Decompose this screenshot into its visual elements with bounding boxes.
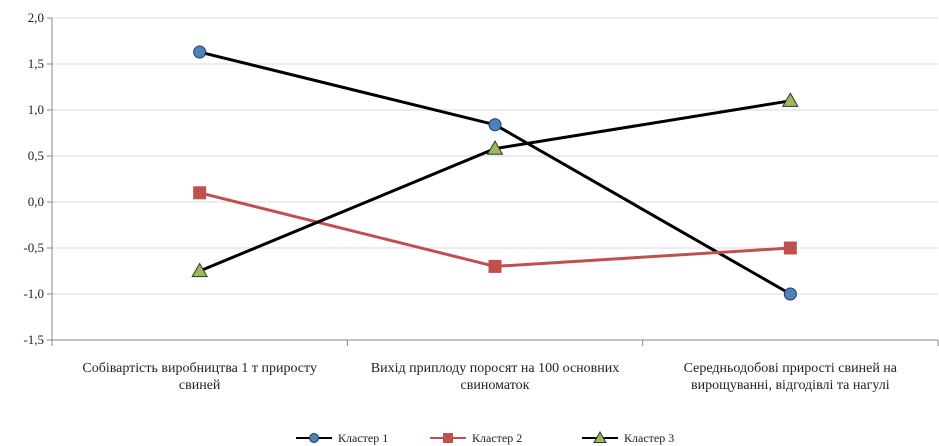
- data-point-square: [443, 433, 453, 443]
- x-axis: Собівартість виробництва 1 т приросту сви…: [51, 339, 939, 393]
- data-point-circle: [488, 118, 502, 132]
- y-axis: 2,0 1,5 1,0 0,5 0,0 -0,5 -1,0 -1,5: [23, 10, 53, 347]
- x-category-label: Вихід приплоду поросят на 100 основних св…: [371, 361, 620, 393]
- data-point-circle: [309, 433, 319, 443]
- legend-label: Кластер 1: [338, 431, 388, 445]
- y-tick-label: 1,5: [28, 56, 44, 71]
- x-category-label-line: Собівартість виробництва 1 т приросту: [82, 361, 317, 376]
- y-tick-label: 0,0: [28, 194, 44, 209]
- data-point-square: [783, 241, 797, 255]
- data-point-circle: [783, 287, 797, 301]
- x-category-label: Собівартість виробництва 1 т приросту сви…: [82, 361, 317, 393]
- y-tick-label: -0,5: [23, 240, 44, 255]
- y-tick-label: 2,0: [28, 10, 44, 25]
- x-category-label-line: Вихід приплоду поросят на 100 основних: [371, 361, 620, 376]
- legend: Кластер 1 Кластер 2 Кластер 3: [296, 430, 674, 445]
- x-category-label-line: вирощуванні, відгодівлі та нагулі: [691, 378, 890, 393]
- series-line-1: [199, 50, 792, 296]
- data-point-triangle: [191, 262, 209, 278]
- legend-label: Кластер 2: [472, 431, 522, 445]
- grid-lines: [52, 17, 938, 341]
- y-tick-label: -1,0: [23, 286, 44, 301]
- data-point-triangle: [486, 140, 504, 155]
- data-point-circle: [193, 45, 207, 59]
- x-category-label-line: свиноматок: [461, 378, 530, 393]
- data-point-square: [193, 186, 207, 200]
- y-tick-label: 1,0: [28, 102, 44, 117]
- x-category-label-line: свиней: [179, 378, 221, 393]
- series-group: [191, 45, 799, 301]
- legend-label: Кластер 3: [624, 431, 674, 445]
- data-point-triangle: [781, 92, 799, 107]
- x-category-label: Середньодобові прирості свиней на вирощув…: [684, 361, 898, 393]
- data-point-square: [488, 259, 502, 273]
- y-tick-label: 0,5: [28, 148, 44, 163]
- y-tick-label: -1,5: [23, 332, 44, 347]
- series-line-2: [199, 191, 791, 268]
- x-category-label-line: Середньодобові прирості свиней на: [684, 361, 898, 376]
- data-point-triangle: [593, 430, 607, 443]
